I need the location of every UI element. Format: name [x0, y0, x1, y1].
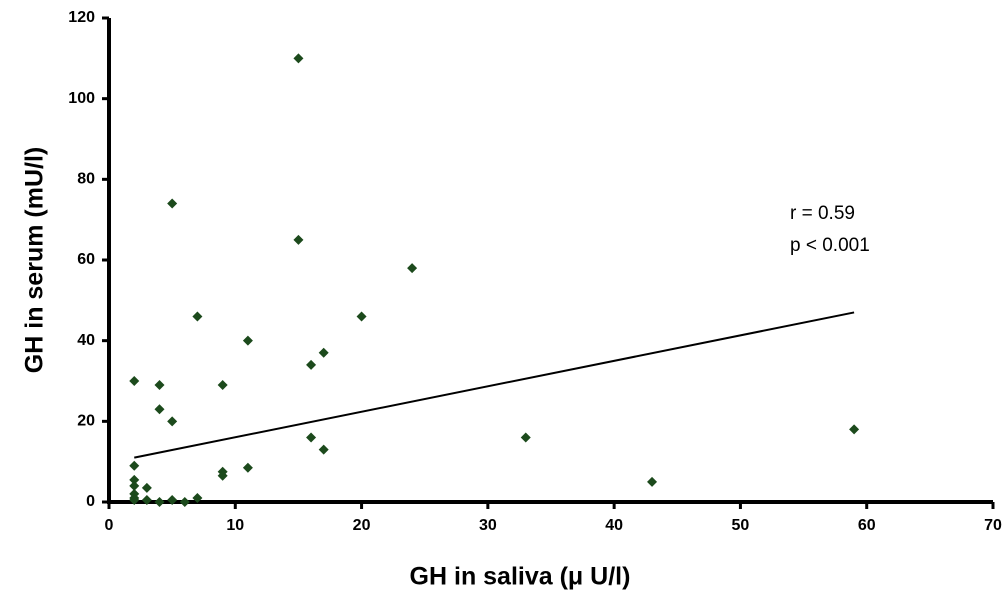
point: [129, 474, 140, 485]
point: [179, 497, 190, 507]
point: [192, 492, 203, 503]
point: [647, 476, 658, 487]
x-axis-label: GH in saliva (μ U/l): [410, 563, 631, 591]
point: [849, 424, 860, 435]
y-tick-label: 80: [77, 171, 95, 188]
annotation: r = 0.59: [790, 203, 855, 224]
point: [167, 494, 178, 505]
point: [407, 263, 418, 274]
x-tick-label: 20: [353, 517, 371, 534]
point: [293, 234, 304, 245]
y-tick-label: 40: [77, 332, 95, 349]
point: [356, 311, 367, 322]
point: [141, 494, 152, 505]
point: [167, 416, 178, 427]
point: [167, 198, 178, 209]
y-tick-label: 0: [86, 493, 95, 510]
x-tick-label: 70: [984, 517, 1002, 534]
y-tick-label: 120: [68, 9, 95, 26]
x-tick-label: 0: [105, 517, 114, 534]
point: [154, 404, 165, 415]
point: [242, 462, 253, 473]
y-tick-label: 20: [77, 413, 95, 430]
x-tick-label: 30: [479, 517, 497, 534]
y-axis-label: GH in serum (mU/l): [21, 147, 49, 373]
point: [242, 335, 253, 346]
point: [217, 470, 228, 481]
trend-line: [134, 311, 855, 459]
point: [318, 444, 329, 455]
x-tick-label: 60: [858, 517, 876, 534]
point: [129, 494, 140, 505]
y-tick-label: 100: [68, 90, 95, 107]
point: [520, 432, 531, 443]
point: [141, 482, 152, 493]
x-tick-label: 10: [226, 517, 244, 534]
point: [217, 380, 228, 391]
y-tick-label: 60: [77, 251, 95, 268]
point: [129, 376, 140, 386]
point: [129, 480, 140, 491]
point: [154, 380, 165, 391]
point: [293, 53, 304, 64]
point: [306, 432, 317, 443]
point: [192, 311, 203, 322]
point: [154, 497, 165, 507]
point: [306, 359, 317, 370]
x-tick-label: 50: [732, 517, 750, 534]
annotation: p < 0.001: [790, 235, 870, 256]
x-tick-label: 40: [605, 517, 623, 534]
point: [318, 347, 329, 358]
point: [129, 460, 140, 471]
